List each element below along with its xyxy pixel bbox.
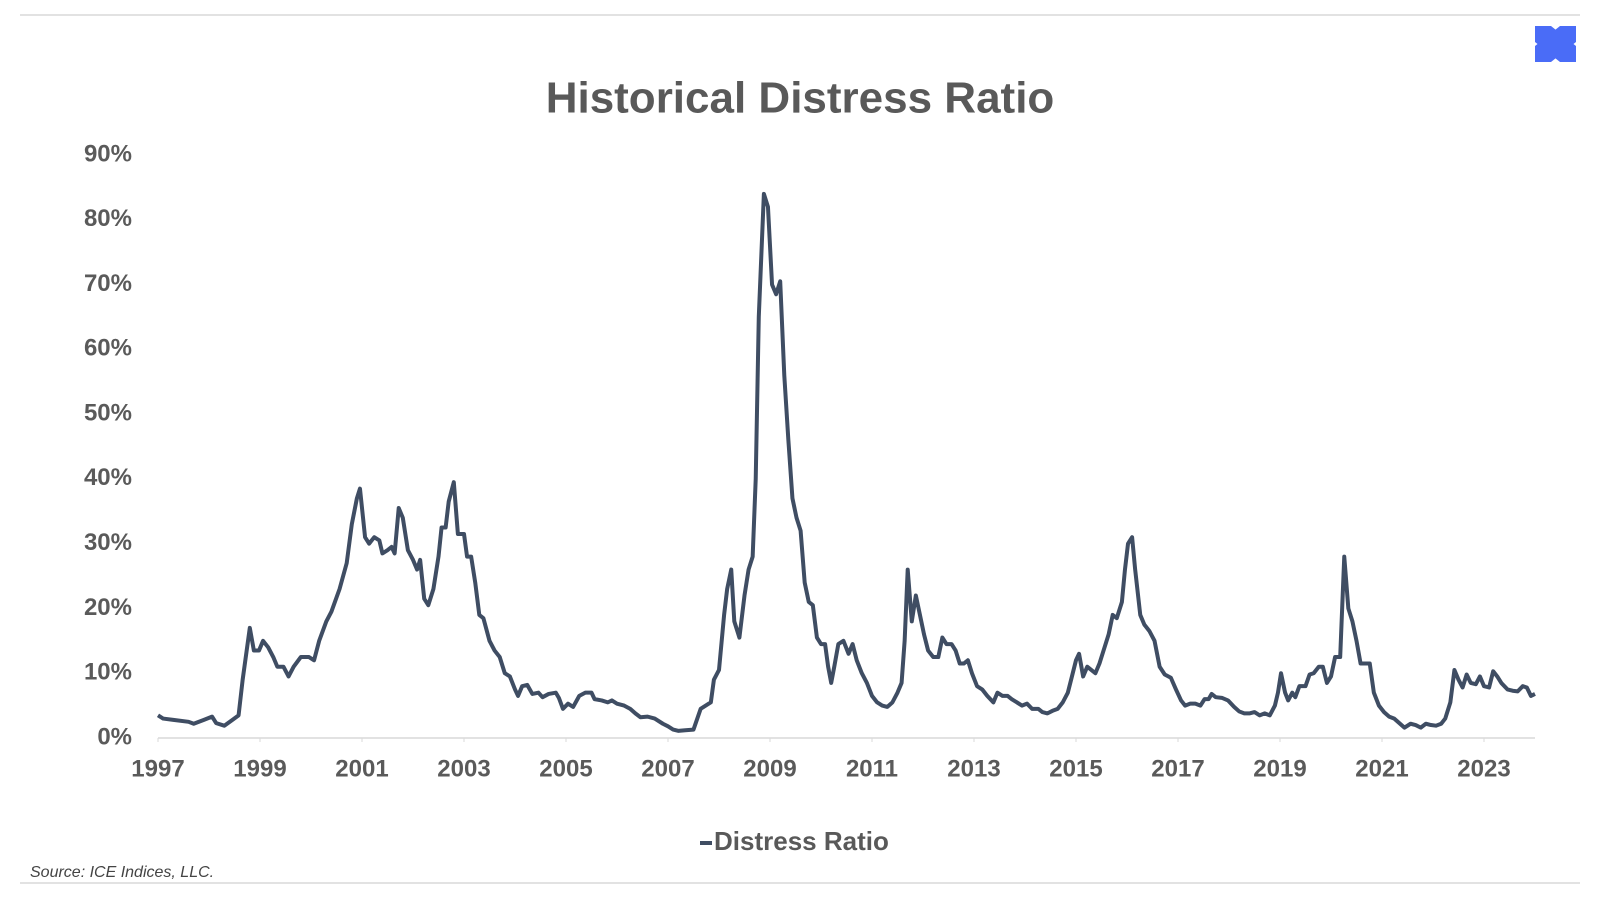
x-tick-label: 2009 bbox=[743, 755, 796, 782]
x-tick-label: 2023 bbox=[1457, 755, 1510, 782]
x-tick-label: 2005 bbox=[539, 755, 592, 782]
y-tick-label: 20% bbox=[84, 594, 132, 621]
x-tick-label: 1997 bbox=[131, 755, 184, 782]
y-tick-label: 70% bbox=[84, 270, 132, 297]
y-tick-label: 10% bbox=[84, 659, 132, 686]
x-tick-label: 1999 bbox=[233, 755, 286, 782]
x-tick-label: 2013 bbox=[947, 755, 1000, 782]
x-tick-label: 2007 bbox=[641, 755, 694, 782]
x-tick-label: 2015 bbox=[1049, 755, 1102, 782]
logo-stroke bbox=[1535, 26, 1576, 62]
source-note: Source: ICE Indices, LLC. bbox=[30, 864, 214, 881]
x-tick-label: 2021 bbox=[1355, 755, 1408, 782]
x-tick-label: 2003 bbox=[437, 755, 490, 782]
y-tick-label: 30% bbox=[84, 529, 132, 556]
y-tick-label: 0% bbox=[97, 723, 132, 750]
y-tick-label: 60% bbox=[84, 335, 132, 362]
y-tick-label: 40% bbox=[84, 464, 132, 491]
x-tick-label: 2017 bbox=[1151, 755, 1204, 782]
y-tick-label: 80% bbox=[84, 205, 132, 232]
y-tick-label: 50% bbox=[84, 399, 132, 426]
x-tick-label: 2001 bbox=[335, 755, 388, 782]
chart-title: Historical Distress Ratio bbox=[546, 74, 1055, 123]
x-tick-label: 2019 bbox=[1253, 755, 1306, 782]
y-tick-label: 90% bbox=[84, 140, 132, 167]
logo bbox=[1535, 26, 1576, 62]
x-tick-label: 2011 bbox=[846, 755, 898, 782]
legend-label: Distress Ratio bbox=[714, 826, 889, 856]
data-line bbox=[156, 191, 1536, 733]
